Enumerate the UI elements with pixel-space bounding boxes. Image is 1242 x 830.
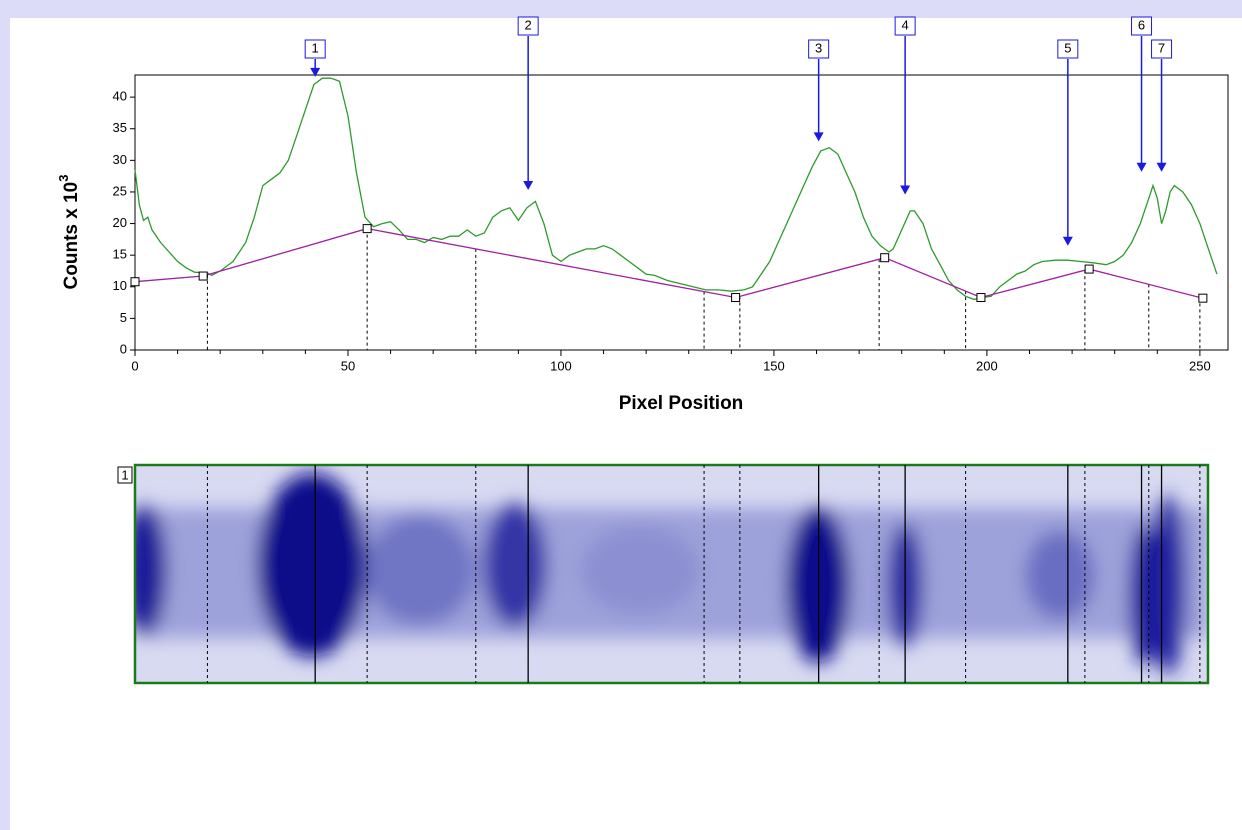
peak-label-box [1057, 39, 1079, 59]
peak-label-box [808, 39, 830, 59]
peak-label-box [517, 16, 539, 36]
peak-arrow-head [900, 185, 911, 195]
peak-label: 1 [312, 40, 319, 55]
x-tick-label: 150 [763, 358, 785, 373]
series-line [134, 227, 1204, 299]
y-tick-label: 40 [113, 89, 127, 104]
peak-arrow-head [523, 181, 534, 191]
lane-label-box [117, 466, 133, 484]
peak-label: 3 [815, 40, 822, 55]
peak-label: 6 [1138, 17, 1145, 32]
baseline-marker [1084, 264, 1094, 274]
baseline-marker [198, 271, 208, 281]
peak-label-box [1131, 16, 1153, 36]
series-line [134, 77, 1218, 301]
peak-label-box [894, 16, 916, 36]
x-tick-label: 50 [341, 358, 355, 373]
peak-label: 7 [1158, 40, 1165, 55]
lane-label: 1 [121, 467, 128, 482]
x-tick-label: 100 [550, 358, 572, 373]
y-tick-label: 30 [113, 152, 127, 167]
y-tick-label: 5 [120, 310, 127, 325]
panel [10, 18, 1242, 830]
y-tick-label: 10 [113, 278, 127, 293]
peak-arrow-head [813, 132, 824, 142]
peak-label: 4 [902, 17, 909, 32]
y-tick-label: 35 [113, 120, 127, 135]
baseline-marker [880, 253, 890, 263]
peak-arrow-head [1156, 162, 1167, 172]
x-tick-label: 0 [131, 358, 138, 373]
gel-frame [133, 463, 1210, 685]
peak-arrow-head [1136, 162, 1147, 172]
peak-arrow-head [310, 67, 321, 77]
gel-image [135, 465, 1208, 683]
peak-label: 2 [525, 17, 532, 32]
x-tick-label: 200 [976, 358, 998, 373]
peak-label: 5 [1064, 40, 1071, 55]
baseline-marker [976, 293, 986, 303]
x-tick-label: 250 [1189, 358, 1211, 373]
plot-frame [134, 74, 1229, 351]
peak-label-box [1151, 39, 1173, 59]
y-tick-label: 15 [113, 247, 127, 262]
y-tick-label: 25 [113, 183, 127, 198]
y-tick-label: 20 [113, 215, 127, 230]
baseline-marker [731, 293, 741, 303]
baseline-marker [362, 224, 372, 234]
baseline-marker [1198, 293, 1208, 303]
baseline-marker [130, 277, 140, 287]
peak-label-box [304, 39, 326, 59]
y-axis-label: Counts x 103 [56, 175, 82, 290]
y-tick-label: 0 [120, 341, 127, 356]
x-axis-label: Pixel Position [619, 393, 744, 414]
peak-arrow-head [1062, 236, 1073, 246]
